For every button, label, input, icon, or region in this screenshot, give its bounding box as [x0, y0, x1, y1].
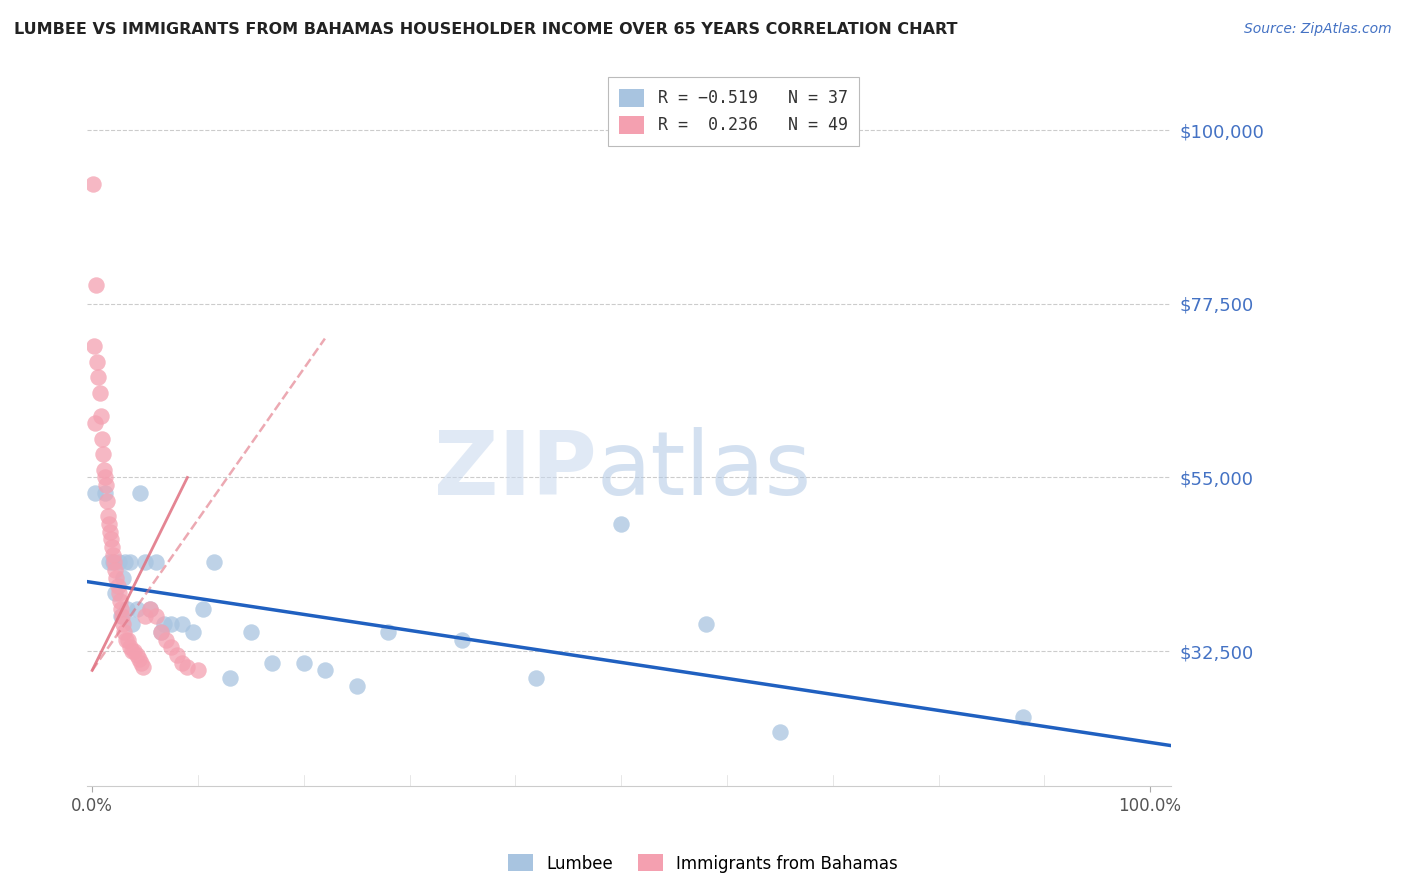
Point — [155, 632, 177, 647]
Point — [117, 632, 139, 647]
Point — [111, 617, 134, 632]
Point — [149, 624, 172, 639]
Point — [451, 632, 474, 647]
Point — [160, 617, 183, 632]
Point — [176, 659, 198, 673]
Point — [134, 555, 156, 569]
Point — [94, 478, 117, 492]
Point — [98, 516, 121, 531]
Point — [96, 493, 118, 508]
Text: atlas: atlas — [596, 427, 811, 514]
Point — [149, 624, 172, 639]
Point — [139, 601, 162, 615]
Point — [292, 656, 315, 670]
Point — [193, 601, 215, 615]
Point — [153, 617, 176, 632]
Text: Source: ZipAtlas.com: Source: ZipAtlas.com — [1244, 22, 1392, 37]
Point — [134, 609, 156, 624]
Point — [314, 664, 336, 678]
Point — [97, 509, 120, 524]
Point — [260, 656, 283, 670]
Point — [90, 409, 112, 423]
Point — [94, 486, 117, 500]
Point — [121, 617, 143, 632]
Point — [160, 640, 183, 655]
Point — [89, 385, 111, 400]
Point — [91, 447, 114, 461]
Point — [90, 432, 112, 446]
Point — [170, 617, 193, 632]
Point — [103, 548, 125, 562]
Point — [181, 624, 204, 639]
Point — [377, 624, 399, 639]
Legend: R = −0.519   N = 37, R =  0.236   N = 49: R = −0.519 N = 37, R = 0.236 N = 49 — [607, 77, 859, 146]
Point — [132, 659, 155, 673]
Point — [104, 586, 127, 600]
Point — [94, 470, 117, 484]
Point — [218, 671, 240, 685]
Point — [610, 516, 633, 531]
Point — [84, 417, 107, 431]
Point — [202, 555, 225, 569]
Point — [120, 640, 142, 655]
Point — [129, 656, 152, 670]
Point — [125, 601, 148, 615]
Point — [115, 601, 138, 615]
Point — [107, 586, 129, 600]
Point — [111, 571, 134, 585]
Legend: Lumbee, Immigrants from Bahamas: Lumbee, Immigrants from Bahamas — [502, 847, 904, 880]
Point — [83, 339, 105, 353]
Point — [115, 632, 138, 647]
Point — [86, 277, 108, 292]
Point — [145, 555, 167, 569]
Point — [120, 555, 142, 569]
Point — [121, 644, 143, 658]
Point — [239, 624, 262, 639]
Point — [105, 571, 128, 585]
Point — [695, 617, 717, 632]
Point — [82, 178, 104, 192]
Point — [112, 624, 135, 639]
Point — [170, 656, 193, 670]
Point — [166, 648, 188, 662]
Point — [128, 652, 150, 666]
Point — [84, 486, 107, 500]
Point — [87, 370, 110, 384]
Point — [124, 644, 146, 658]
Point — [86, 355, 108, 369]
Point — [100, 533, 122, 547]
Point — [187, 664, 209, 678]
Point — [769, 725, 792, 739]
Point — [125, 648, 148, 662]
Point — [526, 671, 548, 685]
Point — [93, 463, 115, 477]
Point — [101, 540, 124, 554]
Point — [346, 679, 368, 693]
Point — [139, 601, 162, 615]
Text: LUMBEE VS IMMIGRANTS FROM BAHAMAS HOUSEHOLDER INCOME OVER 65 YEARS CORRELATION C: LUMBEE VS IMMIGRANTS FROM BAHAMAS HOUSEH… — [14, 22, 957, 37]
Point — [104, 563, 127, 577]
Point — [110, 601, 132, 615]
Point — [108, 594, 131, 608]
Point — [98, 524, 121, 539]
Point — [111, 609, 134, 624]
Point — [128, 486, 150, 500]
Point — [103, 555, 125, 569]
Point — [98, 555, 121, 569]
Point — [107, 578, 129, 592]
Point — [107, 555, 129, 569]
Point — [1012, 709, 1035, 723]
Text: ZIP: ZIP — [434, 427, 596, 514]
Point — [103, 555, 125, 569]
Point — [114, 555, 136, 569]
Point — [110, 609, 132, 624]
Point — [145, 609, 167, 624]
